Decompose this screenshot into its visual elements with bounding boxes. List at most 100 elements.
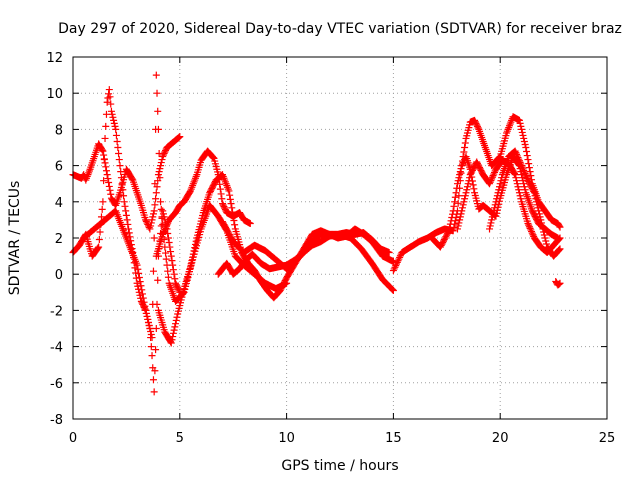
- data-point: [148, 352, 156, 360]
- data-points: [69, 71, 564, 396]
- data-point: [117, 168, 125, 176]
- data-point: [520, 134, 528, 142]
- data-point: [491, 204, 499, 212]
- data-point: [115, 150, 123, 158]
- y-tick-label: 0: [55, 268, 63, 283]
- data-point: [525, 221, 533, 229]
- data-point: [462, 189, 470, 197]
- data-point: [104, 175, 112, 183]
- data-point: [209, 154, 217, 162]
- data-point: [531, 192, 539, 200]
- data-point: [100, 151, 108, 159]
- data-point: [539, 225, 547, 233]
- data-point: [453, 180, 461, 188]
- data-point: [117, 174, 125, 182]
- data-point: [142, 306, 150, 314]
- data-point: [135, 269, 143, 277]
- data-point: [227, 200, 235, 208]
- data-point: [152, 325, 160, 332]
- data-point: [142, 217, 150, 225]
- data-point: [491, 201, 499, 209]
- data-point: [461, 139, 469, 147]
- data-point: [458, 162, 466, 170]
- data-point: [157, 198, 165, 206]
- data-point: [152, 71, 160, 79]
- data-point: [488, 213, 496, 221]
- data-point: [555, 246, 563, 254]
- data-point: [496, 180, 504, 188]
- data-point: [515, 155, 523, 163]
- data-point: [389, 267, 397, 275]
- data-point: [556, 279, 564, 287]
- x-tick-label: 20: [492, 431, 509, 446]
- data-point: [388, 285, 396, 293]
- data-point: [147, 331, 155, 339]
- data-point: [120, 192, 128, 200]
- data-point: [231, 221, 239, 229]
- data-point: [555, 280, 563, 288]
- data-point: [133, 261, 141, 269]
- y-axis-label: SDTVAR / TECUs: [7, 181, 23, 296]
- data-point: [174, 134, 182, 142]
- data-point: [148, 216, 156, 224]
- data-point: [228, 208, 236, 216]
- data-point: [174, 284, 182, 292]
- data-point: [152, 189, 160, 197]
- data-point: [454, 222, 462, 230]
- data-point: [162, 222, 170, 230]
- data-point: [111, 122, 119, 130]
- data-point: [488, 173, 496, 181]
- data-point: [456, 168, 464, 176]
- data-point: [439, 237, 447, 245]
- data-point: [159, 229, 167, 237]
- data-point: [522, 144, 530, 151]
- data-point: [161, 226, 169, 234]
- data-point: [390, 265, 398, 273]
- y-tick-label: 4: [55, 196, 63, 211]
- data-point: [537, 219, 545, 227]
- data-point: [161, 243, 169, 251]
- data-point: [520, 137, 528, 145]
- data-point: [486, 178, 494, 186]
- data-point: [521, 140, 529, 148]
- data-point: [453, 225, 461, 233]
- data-point: [150, 388, 158, 396]
- data-point: [158, 156, 166, 164]
- data-point: [510, 169, 518, 177]
- data-point: [218, 195, 226, 203]
- data-point: [519, 165, 527, 173]
- series-track-i: [428, 153, 562, 251]
- data-point: [445, 227, 453, 235]
- data-point: [107, 107, 115, 115]
- data-point: [396, 252, 404, 260]
- data-point: [528, 229, 536, 237]
- data-point: [516, 192, 524, 200]
- data-point: [515, 189, 523, 197]
- chart-title: Day 297 of 2020, Sidereal Day-to-day VTE…: [58, 21, 622, 37]
- data-point: [446, 220, 454, 228]
- data-point: [151, 180, 159, 188]
- data-point: [458, 204, 466, 212]
- data-point: [175, 287, 183, 295]
- data-point: [162, 255, 170, 263]
- data-point: [107, 190, 115, 198]
- data-point: [487, 176, 495, 184]
- data-point: [395, 255, 403, 263]
- data-point: [115, 156, 123, 164]
- data-point: [538, 222, 546, 230]
- data-point: [103, 98, 111, 106]
- data-point: [451, 193, 459, 201]
- data-point: [186, 263, 194, 271]
- data-point: [157, 159, 165, 167]
- data-point: [471, 118, 479, 126]
- data-point: [458, 160, 466, 168]
- data-point: [514, 183, 522, 191]
- data-point: [457, 210, 465, 218]
- data-point: [143, 312, 151, 320]
- data-point: [542, 237, 550, 245]
- data-point: [159, 230, 167, 238]
- data-point: [100, 156, 108, 164]
- data-point: [453, 184, 461, 192]
- data-point: [161, 148, 169, 156]
